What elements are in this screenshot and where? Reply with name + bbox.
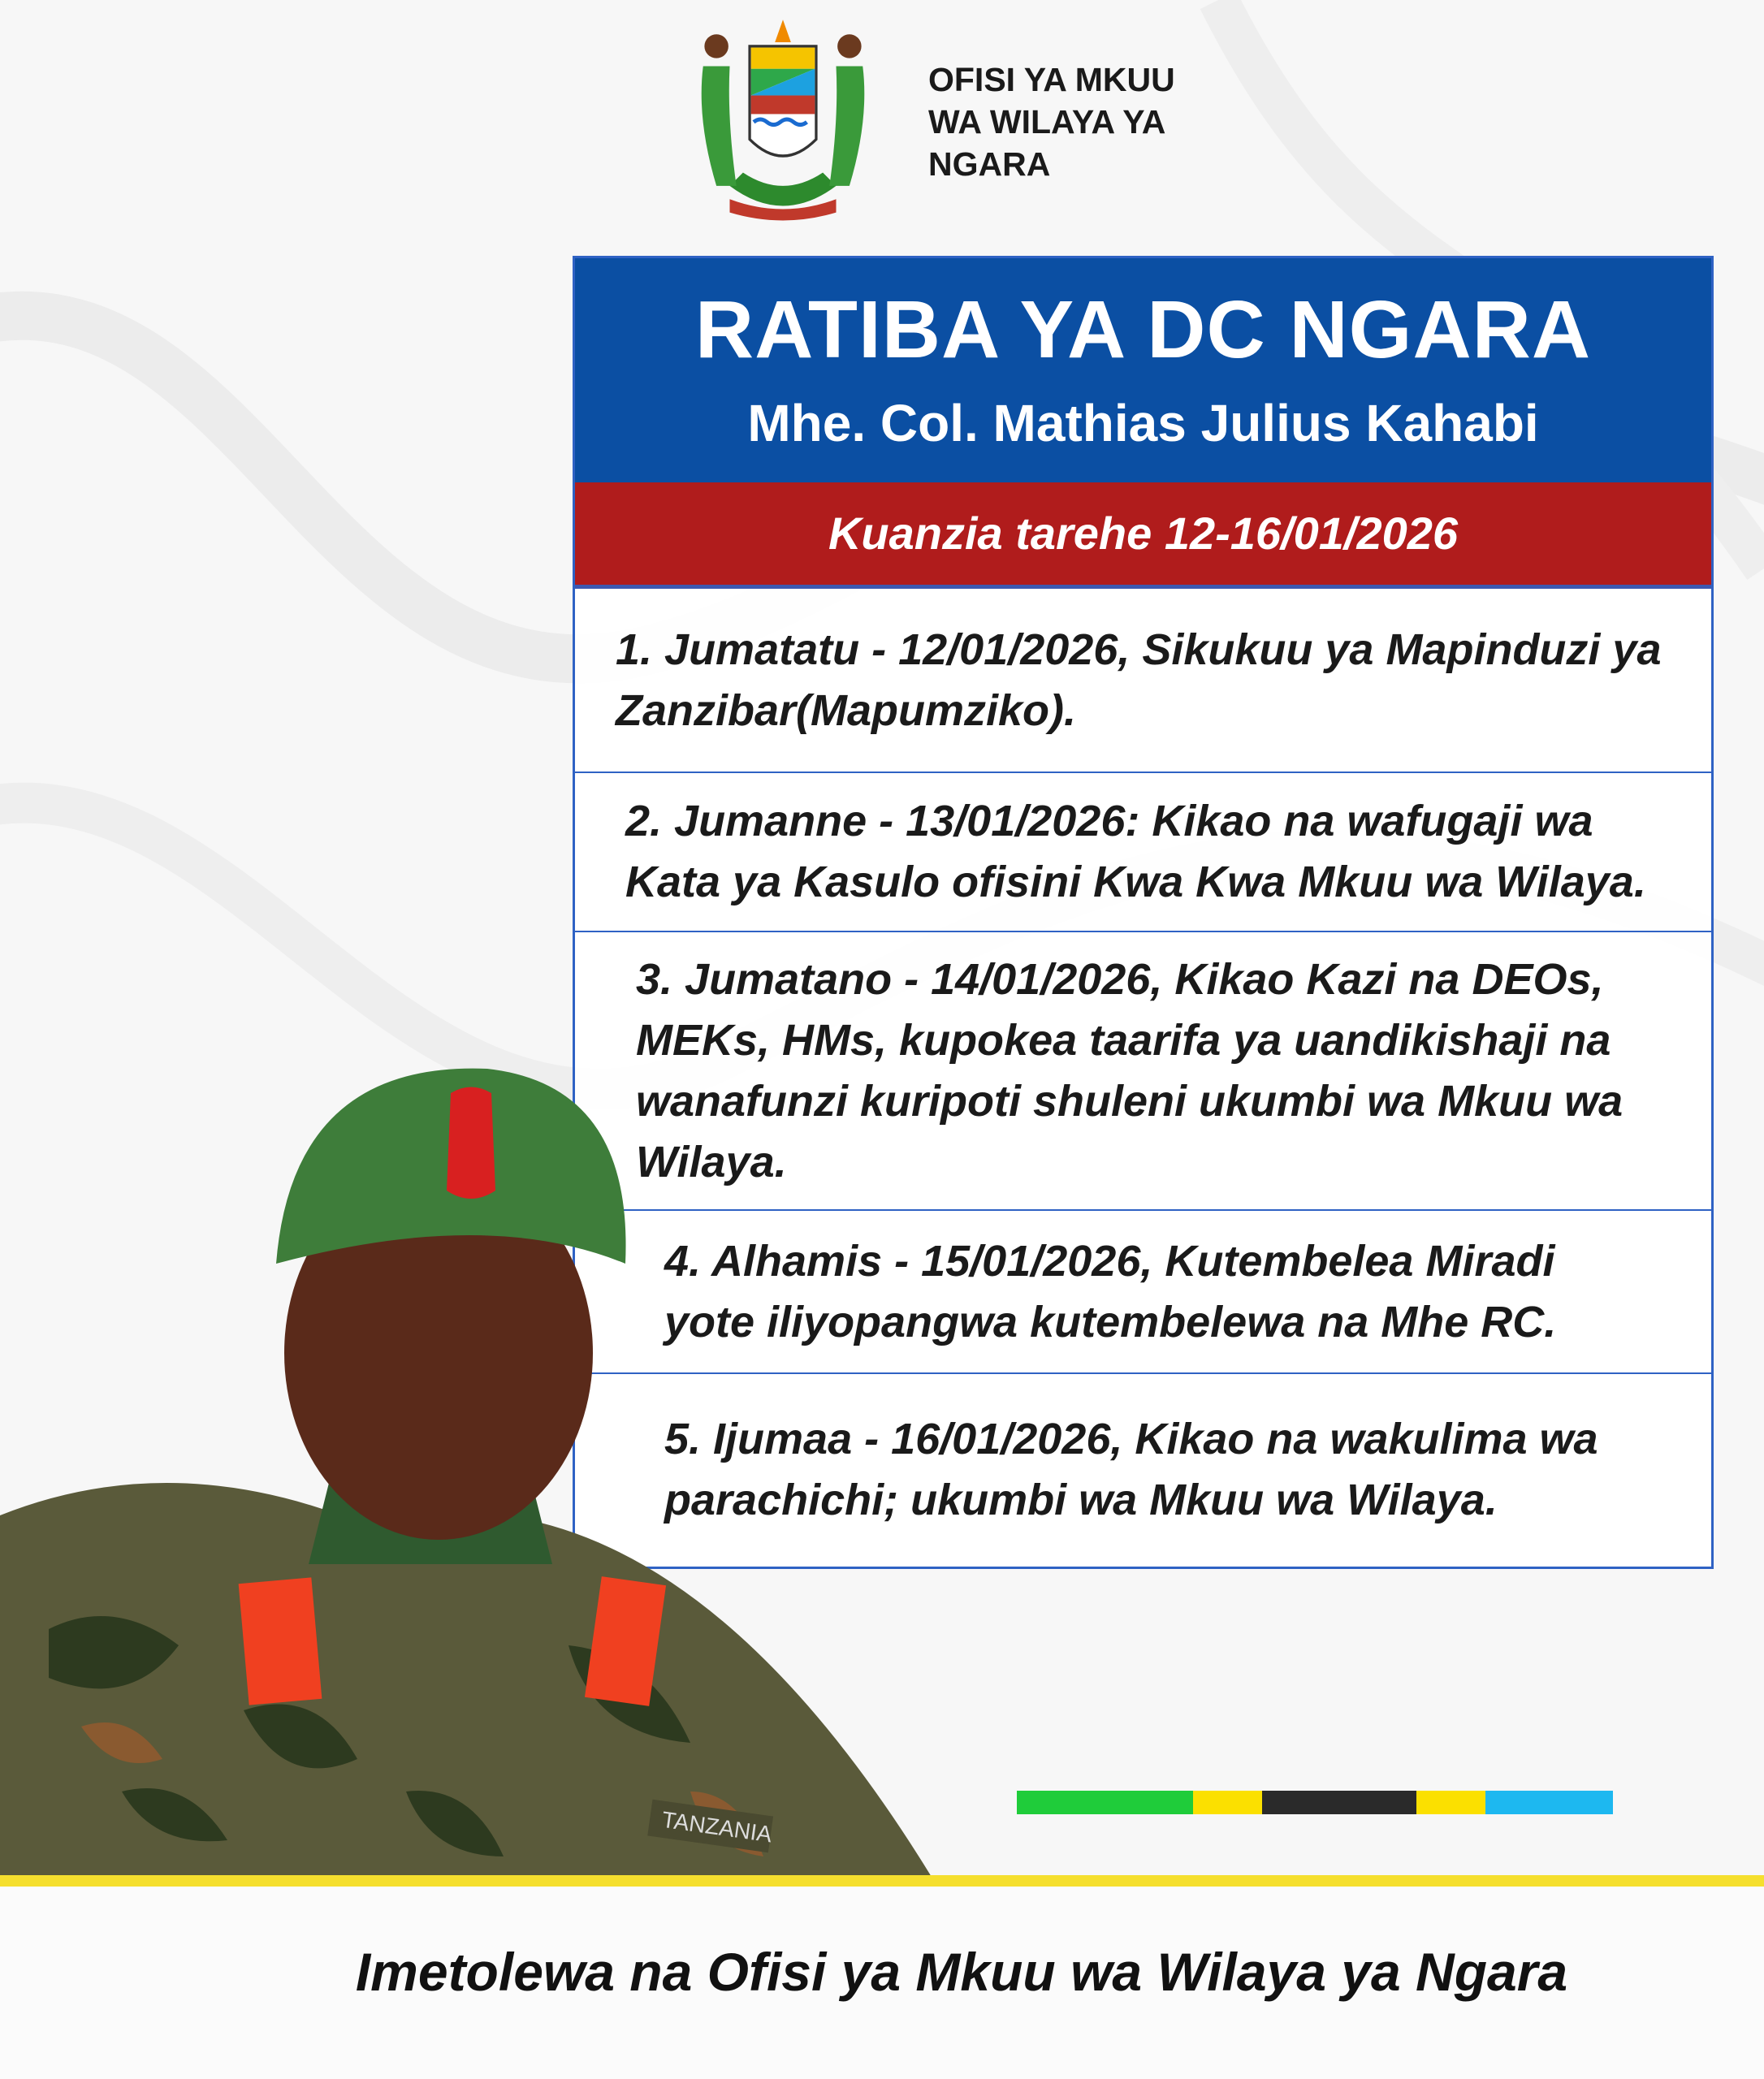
- schedule-item: 3. Jumatano - 14/01/2026, Kikao Kazi na …: [575, 932, 1711, 1211]
- schedule-item: 5. Ijumaa - 16/01/2026, Kikao na wakulim…: [664, 1415, 1598, 1524]
- office-line: WA WILAYA YA: [928, 103, 1166, 140]
- coat-of-arms-logo: [701, 19, 865, 221]
- footer-divider: [0, 1875, 1764, 1887]
- footer-text: Imetolewa na Ofisi ya Mkuu wa Wilaya ya …: [355, 1942, 1568, 2002]
- date-range: Kuanzia tarehe 12-16/01/2026: [575, 482, 1711, 589]
- flag-segment-yellow: [1416, 1791, 1485, 1814]
- official-name: Mhe. Col. Mathias Julius Kahabi: [747, 394, 1539, 452]
- schedule-item: 4. Alhamis - 15/01/2026, Kutembelea Mira…: [575, 1211, 1711, 1374]
- schedule-item: 1. Jumatatu - 12/01/2026, Sikukuu ya Map…: [575, 589, 1711, 773]
- tanzania-flag-stripe: [1017, 1791, 1613, 1814]
- flag-segment-black: [1262, 1791, 1416, 1814]
- flag-segment-blue: [1485, 1791, 1613, 1814]
- schedule-item: 2. Jumanne - 13/01/2026: Kikao na wafuga…: [575, 773, 1711, 932]
- schedule-header: RATIBA YA DC NGARA Mhe. Col. Mathias Jul…: [575, 258, 1711, 482]
- schedule-table: RATIBA YA DC NGARA Mhe. Col. Mathias Jul…: [573, 256, 1714, 1569]
- flag-segment-green: [1017, 1791, 1193, 1814]
- office-name: OFISI YA MKUU WA WILAYA YA NGARA: [928, 58, 1269, 185]
- footer-background: [0, 1887, 1764, 2079]
- office-line: OFISI YA MKUU: [928, 61, 1175, 98]
- flag-segment-yellow: [1193, 1791, 1262, 1814]
- schedule-title: RATIBA YA DC NGARA: [694, 284, 1592, 375]
- official-portrait: TANZANIA: [0, 1068, 934, 1881]
- office-line: NGARA: [928, 145, 1051, 183]
